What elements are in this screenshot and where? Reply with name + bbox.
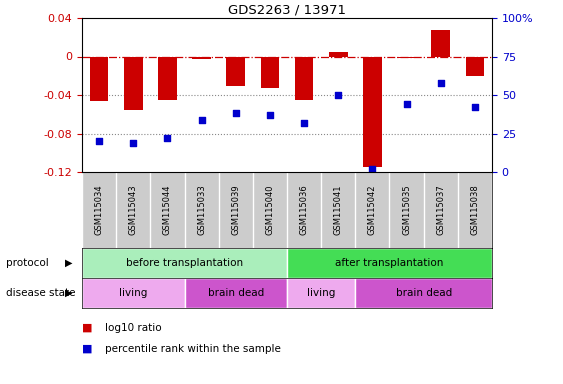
- Point: [231, 111, 240, 117]
- Text: ■: ■: [82, 344, 92, 354]
- Text: before transplantation: before transplantation: [126, 258, 243, 268]
- Bar: [397, 56, 416, 58]
- Text: GSM115044: GSM115044: [163, 185, 172, 235]
- Point: [300, 120, 309, 126]
- Text: GSM115038: GSM115038: [471, 185, 480, 235]
- Text: percentile rank within the sample: percentile rank within the sample: [105, 344, 280, 354]
- Bar: [363, 56, 382, 167]
- Text: ■: ■: [82, 323, 92, 333]
- Bar: [466, 56, 484, 76]
- Text: GSM115042: GSM115042: [368, 185, 377, 235]
- Point: [368, 166, 377, 172]
- Point: [334, 92, 343, 98]
- Text: ▶: ▶: [65, 288, 72, 298]
- Text: GSM115041: GSM115041: [334, 185, 343, 235]
- Bar: [287, 248, 492, 278]
- Bar: [226, 56, 245, 86]
- Bar: [158, 56, 177, 100]
- Bar: [287, 278, 355, 308]
- Text: GSM115040: GSM115040: [265, 185, 274, 235]
- Bar: [192, 56, 211, 60]
- Bar: [90, 56, 109, 101]
- Text: disease state: disease state: [6, 288, 75, 298]
- Text: ▶: ▶: [65, 258, 72, 268]
- Text: protocol: protocol: [6, 258, 48, 268]
- Text: GSM115036: GSM115036: [300, 185, 309, 235]
- Bar: [124, 56, 142, 111]
- Point: [163, 135, 172, 141]
- Point: [471, 104, 480, 110]
- Point: [436, 79, 445, 86]
- Point: [129, 140, 138, 146]
- Text: GSM115035: GSM115035: [402, 185, 411, 235]
- Text: GSM115039: GSM115039: [231, 185, 240, 235]
- Text: GSM115034: GSM115034: [95, 185, 104, 235]
- Text: GSM115033: GSM115033: [197, 185, 206, 235]
- Point: [197, 117, 206, 123]
- Point: [402, 101, 411, 107]
- Text: living: living: [307, 288, 336, 298]
- Point: [95, 138, 104, 144]
- Text: after transplantation: after transplantation: [336, 258, 444, 268]
- Text: brain dead: brain dead: [208, 288, 264, 298]
- Bar: [82, 248, 287, 278]
- Text: GSM115043: GSM115043: [129, 185, 138, 235]
- Text: living: living: [119, 288, 148, 298]
- Bar: [355, 278, 492, 308]
- Text: brain dead: brain dead: [396, 288, 452, 298]
- Text: GSM115037: GSM115037: [436, 185, 445, 235]
- Bar: [294, 56, 314, 100]
- Bar: [185, 278, 287, 308]
- Point: [265, 112, 274, 118]
- Bar: [431, 30, 450, 56]
- Text: log10 ratio: log10 ratio: [105, 323, 161, 333]
- Bar: [329, 52, 347, 56]
- Title: GDS2263 / 13971: GDS2263 / 13971: [228, 4, 346, 17]
- Bar: [82, 278, 185, 308]
- Bar: [261, 56, 279, 88]
